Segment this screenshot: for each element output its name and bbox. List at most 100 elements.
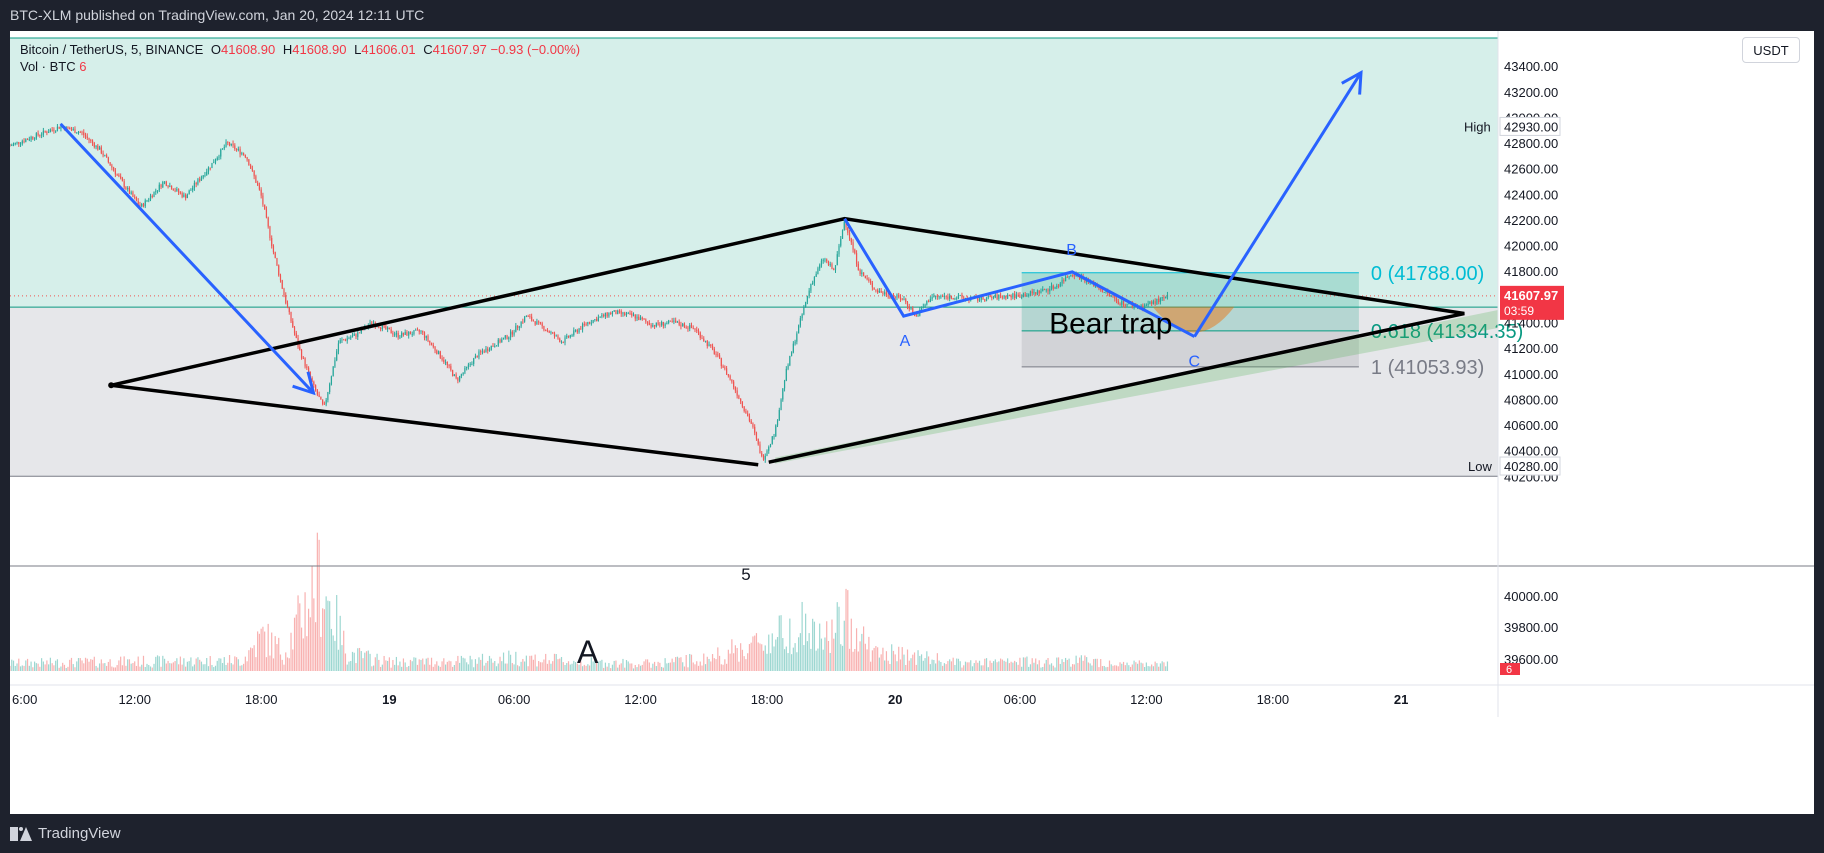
candle-body [429,340,431,343]
candle-body [163,181,166,183]
currency-button[interactable]: USDT [1742,37,1800,63]
volume-bar [696,661,698,671]
volume-bar [1047,658,1049,671]
candle-body [390,329,392,334]
candle-body [232,143,234,146]
volume-bar [1128,665,1130,671]
volume-bar [678,657,680,671]
candle-body [1101,289,1104,293]
volume-bar [399,661,401,671]
trend-channel [775,309,1498,464]
volume-bar [866,649,868,671]
candle-body [711,345,714,349]
candle-body [151,195,153,197]
volume-bar [864,643,866,671]
volume-label[interactable]: Vol · BTC [20,59,76,74]
volume-bar [111,666,113,671]
candle-body [455,374,457,378]
volume-bar [1100,659,1102,671]
triangle-apex-dot [108,382,115,389]
candle-body [430,342,433,345]
candle-body [757,438,759,445]
volume-bar [1003,660,1005,671]
candle-body [288,307,290,313]
volume-bar [77,658,80,671]
candle-body [383,325,385,327]
candle-body [799,318,801,326]
volume-bar [25,660,27,671]
candle-body [889,296,891,298]
volume-bar [601,659,603,671]
volume-bar [615,660,617,671]
volume-bar [508,650,510,671]
candle-body [817,268,819,274]
symbol-name[interactable]: Bitcoin / TetherUS, 5, BINANCE [20,42,204,57]
candle-body [578,328,580,333]
candle-body [1003,295,1005,298]
candle-body [675,320,677,323]
candle-body [264,204,266,210]
volume-bar [938,660,940,671]
candle-body [98,147,101,150]
candle-body [673,320,675,322]
candle-body [1158,298,1160,303]
volume-bar [597,661,599,671]
candle-body [121,178,124,182]
volume-bar [608,663,610,671]
volume-bar [1063,662,1065,671]
candle-body [1026,295,1028,297]
volume-bar [62,662,64,671]
candle-body [782,388,784,400]
candle-body [768,447,770,451]
candle-body [892,295,895,298]
candle-body [522,321,524,323]
volume-bar [474,659,477,671]
volume-bar [79,658,81,671]
volume-bar [803,645,805,671]
volume-bar [924,658,926,671]
candle-body [664,324,666,326]
volume-bar [325,596,327,671]
candle-body [55,130,57,132]
low-value-tag [1499,456,1561,476]
candle-body [60,126,62,129]
candle-body [320,397,322,400]
volume-bar [91,659,94,671]
chart-frame[interactable]: 0 (41788.00)0.618 (41334.35)1 (41053.93)… [10,31,1814,814]
volume-bar [452,666,454,671]
volume-bar [996,662,998,671]
candle-body [462,372,464,375]
volume-bar [429,664,431,671]
x-tick-label: 18:00 [751,692,784,707]
candle-body [596,319,598,322]
fib-box-upper [1021,272,1359,331]
volume-bar [545,653,547,671]
candle-body [884,292,886,294]
volume-bar [1050,663,1053,671]
candle-body [116,174,118,176]
candle-body [267,217,269,227]
volume-bar [922,660,924,671]
candle-body [346,338,348,341]
candle-body [372,323,375,325]
candle-body [866,278,868,280]
price-chart[interactable]: 0 (41788.00)0.618 (41334.35)1 (41053.93)… [10,31,1814,814]
volume-bar [1082,660,1084,671]
candle-body [169,185,171,187]
volume-bar [320,636,322,671]
volume-bar [383,655,385,671]
tradingview-logo[interactable]: TradingView [10,825,121,842]
volume-bar [394,664,396,671]
candle-body [427,336,429,341]
candle-body [775,425,777,437]
candle-body [829,264,831,266]
volume-bar [163,658,166,671]
volume-bar [1161,661,1163,671]
volume-bar [156,655,159,671]
candle-body [181,192,183,197]
candle-body [938,296,940,298]
volume-bar [88,661,90,671]
bar-countdown: 03:59 [1504,304,1534,318]
volume-bar [708,658,710,671]
candle-body [425,336,427,338]
